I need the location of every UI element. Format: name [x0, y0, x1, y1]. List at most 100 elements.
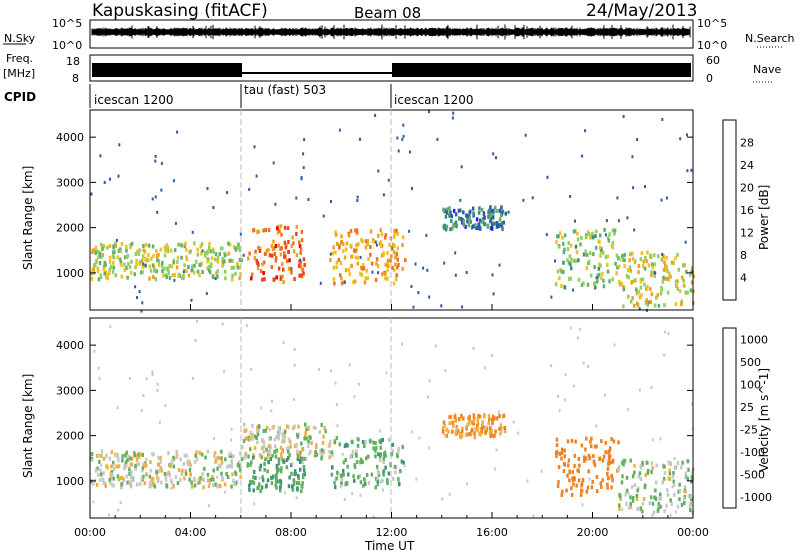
- echo-cell: [90, 452, 94, 456]
- echo-cell: [172, 260, 175, 265]
- echo-cell: [336, 424, 339, 428]
- echo-cell: [666, 492, 670, 497]
- echo-cell: [242, 439, 246, 443]
- echo-cell: [152, 452, 155, 457]
- echo-cell: [97, 277, 101, 282]
- echo-cell: [140, 309, 143, 313]
- echo-cell: [208, 270, 212, 275]
- echo-cell: [400, 459, 404, 464]
- echo-cell: [655, 295, 658, 300]
- echo-cell: [304, 456, 308, 461]
- echo-cell: [490, 216, 493, 221]
- echo-cell: [163, 266, 166, 271]
- echo-cell: [664, 276, 667, 281]
- echo-cell: [297, 432, 301, 437]
- echo-cell: [629, 299, 633, 304]
- echo-cell: [209, 264, 213, 269]
- echo-cell: [257, 245, 260, 250]
- echo-cell: [577, 478, 581, 483]
- echo-cell: [277, 243, 280, 248]
- cpid-segment-3: icescan 1200: [394, 93, 473, 107]
- echo-cell: [550, 295, 553, 299]
- echo-cell: [665, 265, 668, 269]
- echo-cell: [448, 206, 451, 211]
- echo-cell: [100, 449, 104, 454]
- echo-cell: [491, 215, 495, 220]
- echo-cell: [185, 257, 189, 262]
- echo-cell: [133, 451, 136, 456]
- echo-cell: [384, 272, 387, 276]
- echo-cell: [587, 453, 591, 458]
- echo-cell: [207, 264, 211, 269]
- echo-cell: [650, 292, 654, 297]
- echo-cell: [645, 259, 648, 264]
- echo-cell: [344, 457, 347, 462]
- echo-cell: [471, 206, 475, 211]
- echo-cell: [288, 453, 291, 458]
- echo-cell: [129, 270, 133, 275]
- echo-cell: [213, 453, 216, 458]
- echo-cell: [650, 470, 653, 474]
- echo-cell: [215, 271, 218, 276]
- echo-cell: [356, 443, 360, 448]
- echo-cell: [183, 453, 187, 458]
- echo-cell: [138, 454, 141, 459]
- echo-cell: [104, 481, 107, 486]
- echo-cell: [190, 480, 193, 485]
- echo-cell: [204, 253, 207, 258]
- echo-cell: [291, 235, 294, 240]
- echo-cell: [176, 481, 180, 486]
- echo-cell: [396, 265, 399, 270]
- echo-cell: [454, 212, 458, 217]
- echo-cell: [563, 285, 566, 290]
- echo-cell: [472, 419, 475, 423]
- echo-cell: [138, 482, 142, 486]
- echo-cell: [468, 418, 471, 423]
- echo-cell: [148, 264, 151, 269]
- x-tick-label: 00:00: [677, 526, 709, 539]
- echo-cell: [211, 474, 214, 479]
- echo-cell: [618, 280, 621, 284]
- echo-cell: [386, 264, 390, 268]
- echo-cell: [359, 493, 362, 497]
- echo-cell: [589, 235, 592, 240]
- echo-cell: [120, 482, 123, 487]
- echo-cell: [356, 199, 359, 202]
- echo-cell: [128, 471, 131, 476]
- colorbar-tick-label: 20: [740, 182, 754, 195]
- echo-cell: [590, 485, 594, 490]
- echo-cell: [95, 483, 99, 487]
- echo-cell: [288, 258, 291, 263]
- echo-cell: [563, 233, 567, 238]
- echo-cell: [99, 154, 102, 158]
- echo-cell: [627, 294, 630, 299]
- echo-cell: [472, 413, 476, 418]
- echo-cell: [200, 242, 204, 247]
- echo-cell: [151, 263, 155, 268]
- echo-cell: [130, 456, 134, 461]
- echo-cell: [263, 260, 266, 265]
- echo-cell: [371, 270, 374, 274]
- echo-cell: [303, 468, 306, 473]
- echo-cell: [251, 423, 254, 428]
- echo-cell: [160, 468, 164, 473]
- echo-cell: [361, 239, 364, 244]
- echo-cell: [339, 484, 343, 488]
- echo-cell: [297, 481, 301, 486]
- echo-cell: [566, 247, 570, 252]
- echo-cell: [281, 274, 284, 279]
- echo-cell: [213, 451, 217, 456]
- echo-cell: [427, 395, 429, 399]
- echo-cell: [278, 485, 282, 490]
- echo-cell: [291, 484, 294, 489]
- echo-cell: [467, 223, 471, 228]
- echo-cell: [402, 460, 405, 465]
- echo-cell: [300, 229, 304, 234]
- echo-cell: [116, 452, 119, 457]
- echo-cell: [563, 247, 566, 252]
- echo-cell: [287, 484, 291, 489]
- echo-cell: [555, 240, 558, 245]
- echo-cell: [267, 247, 270, 252]
- echo-cell: [275, 275, 278, 280]
- echo-cell: [209, 249, 212, 254]
